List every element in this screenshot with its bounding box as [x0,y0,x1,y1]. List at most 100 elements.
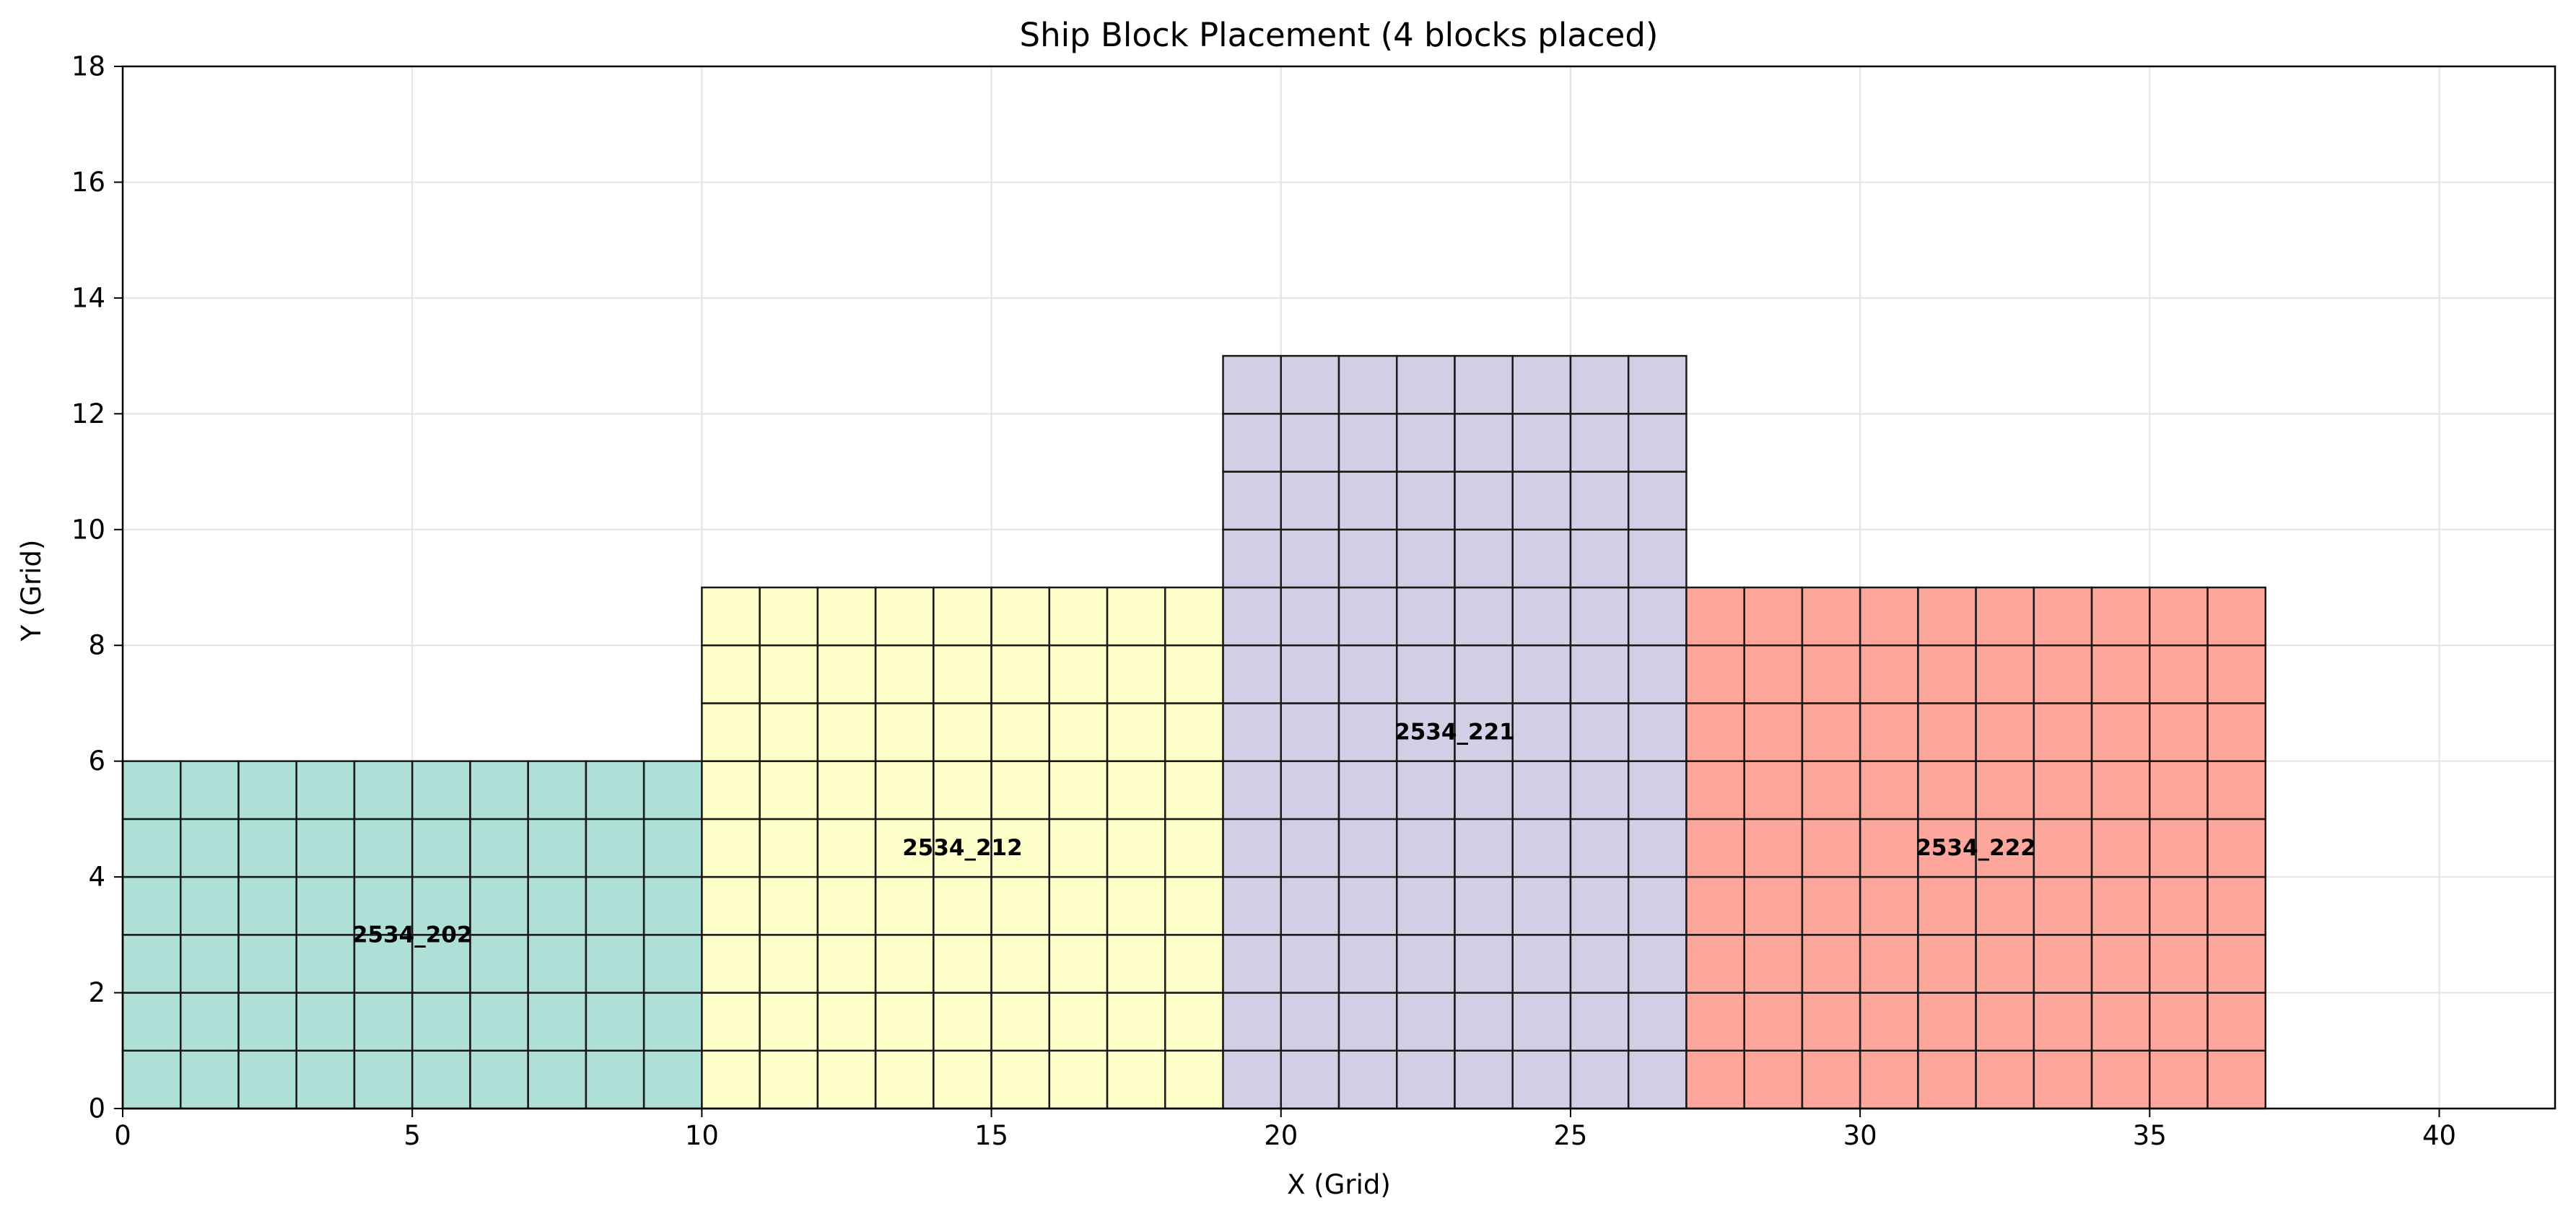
block-cell [585,934,645,994]
block-cell [1569,875,1630,936]
block-cell [1917,644,1977,704]
block-cell [874,934,935,994]
block-cell [1627,528,1688,589]
block-cell [816,760,877,821]
block-cell [585,992,645,1052]
y-tick-label: 8 [88,630,105,661]
block-cell [295,875,356,936]
block-cell [1511,875,1572,936]
block-cell [1164,586,1224,647]
block-cell [1337,934,1398,994]
block-cell [1454,354,1514,415]
block-cell [874,702,935,762]
block-cell [1569,586,1630,647]
block-cell [1975,818,2035,878]
block-cell [2090,702,2151,762]
plot-frame [121,65,2557,1110]
block-cell [1337,702,1398,762]
y-tick-label: 16 [71,167,105,198]
block-cell [1395,644,1456,704]
block-cell [1511,413,1572,473]
block-cell [2090,818,2151,878]
x-tick-label: 35 [2133,1120,2167,1151]
block-cell [1627,760,1688,821]
block-cell [1975,702,2035,762]
block-cell [1511,644,1572,704]
block-cell [1743,875,1804,936]
block-cell [1337,760,1398,821]
block-cell [1569,413,1630,473]
block-cell [701,992,761,1052]
block-cell [1859,818,1919,878]
block-cell [1801,586,1861,647]
block-cell [1743,644,1804,704]
block-cell [295,1049,356,1110]
block-cell [1685,818,1745,878]
block-cell [874,760,935,821]
block-cell [2149,818,2209,878]
block-cell [1106,760,1166,821]
block-cell [1222,992,1283,1052]
block-cell [469,760,529,821]
block-cell [1511,354,1572,415]
block-cell [933,992,992,1052]
block-cell [469,934,529,994]
block-label: 2534_222 [1916,835,2036,861]
block-cell [1395,992,1456,1052]
block-cell [469,1049,529,1110]
block-cell [469,875,529,936]
block-cell [295,760,356,821]
block-cell [1569,644,1630,704]
block-2534_222 [1685,586,2267,1110]
block-cell [1280,644,1340,704]
block-cell [1917,992,1977,1052]
block-cell [1164,875,1224,936]
block-cell [701,934,761,994]
block-cell [1917,760,1977,821]
block-cell [1917,586,1977,647]
block-cell [2090,875,2151,936]
block-cell [2033,818,2093,878]
block-cell [295,934,356,994]
block-cell [1917,702,1977,762]
block-cell [1222,528,1283,589]
block-cell [759,586,819,647]
block-cell [1627,1049,1688,1110]
block-cell [1222,818,1283,878]
block-cell [1222,1049,1283,1110]
block-cell [1164,760,1224,821]
block-cell [816,818,877,878]
block-cell [933,934,992,994]
x-tick-label: 40 [2422,1120,2456,1151]
block-cell [121,875,182,936]
chart-title: Ship Block Placement (4 blocks placed) [1020,16,1659,54]
block-cell [1801,934,1861,994]
block-cell [701,702,761,762]
block-cell [2206,1049,2267,1110]
block-cell [1395,586,1456,647]
block-cell [237,760,297,821]
block-cell [990,818,1051,878]
block-cell [1048,760,1109,821]
block-cell [1511,702,1572,762]
block-cell [933,875,992,936]
block-cell [1337,1049,1398,1110]
block-cell [816,644,877,704]
block-cell [121,1049,182,1110]
block-cell [1106,1049,1166,1110]
block-cell [1222,471,1283,531]
block-cell [353,992,414,1052]
block-cell [237,934,297,994]
block-cell [353,934,414,994]
block-cell [1280,354,1340,415]
block-cell [1048,586,1109,647]
block-cell [411,760,471,821]
block-cell [1164,644,1224,704]
block-cell [990,992,1051,1052]
block-cell [1048,875,1109,936]
block-cell [816,1049,877,1110]
block-cell [1337,875,1398,936]
block-cell [1917,934,1977,994]
x-tick-label: 25 [1553,1120,1587,1151]
